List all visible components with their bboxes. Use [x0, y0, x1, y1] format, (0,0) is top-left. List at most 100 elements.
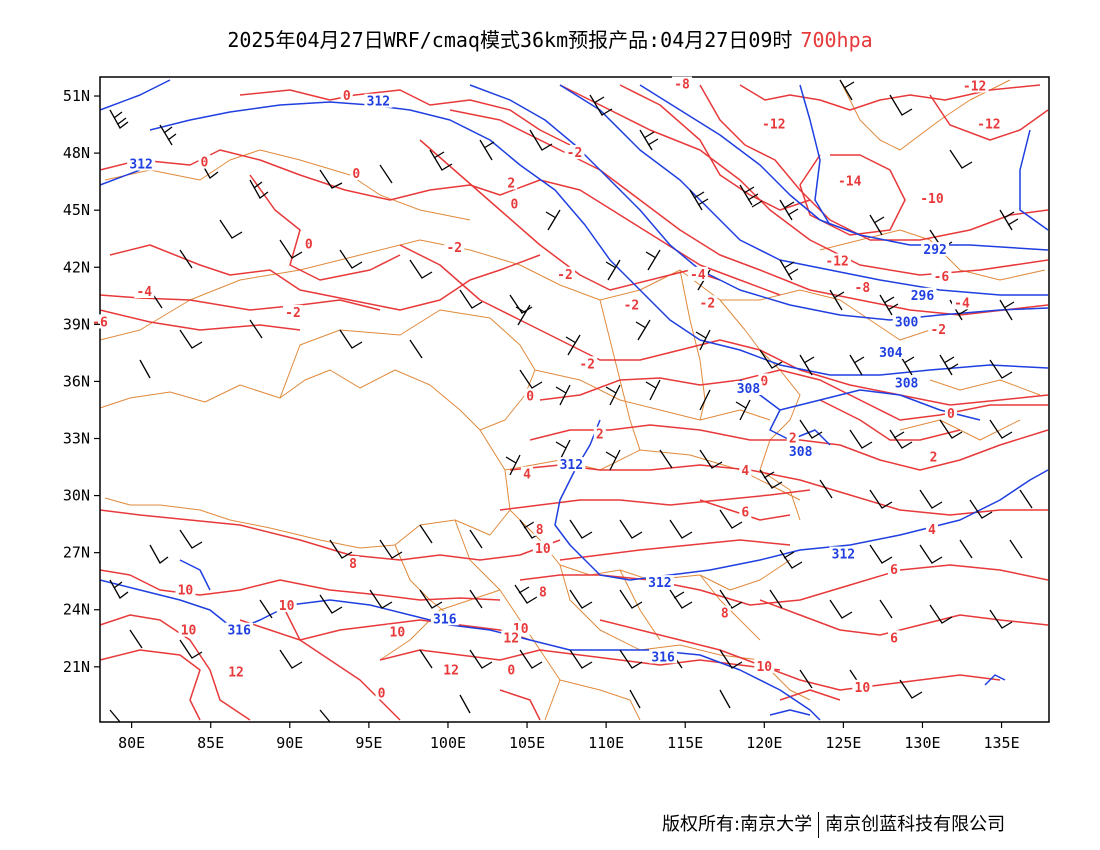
y-tick-label: 51N: [63, 87, 90, 105]
isotherm-label-bg: [505, 175, 518, 190]
isotherm-label-bg: [175, 582, 196, 597]
y-tick-label: 30N: [63, 487, 90, 505]
y-tick-label: 48N: [63, 144, 90, 162]
isotherm-label-bg: [759, 116, 788, 131]
isotherm-label-bg: [524, 388, 537, 403]
isotherm-label: 6: [741, 506, 749, 521]
y-tick-label: 45N: [63, 201, 90, 219]
isotherm-label-bg: [974, 116, 1003, 131]
isotherm-label-bg: [444, 240, 465, 255]
isotherm-label: 0: [305, 237, 313, 252]
isotherm-label-bg: [533, 521, 546, 536]
isotherm-label: 0: [343, 89, 351, 104]
isotherm-label-bg: [786, 430, 799, 445]
height-label: 300: [895, 315, 919, 330]
isotherm-label-bg: [697, 295, 718, 310]
isotherm-label: 0: [510, 197, 518, 212]
height-label-bg: [876, 344, 905, 359]
isotherm-label: -2: [285, 306, 301, 321]
height-label-bg: [892, 314, 921, 329]
isotherm-label: -10: [920, 192, 944, 207]
isotherm-label-bg: [577, 356, 598, 371]
isotherm-label-bg: [887, 630, 900, 645]
isotherm-label-bg: [555, 266, 576, 281]
isotherm-label-bg: [536, 584, 549, 599]
isotherm-label-bg: [282, 304, 303, 319]
isotherm-label-bg: [441, 662, 462, 677]
copyright-footer: 版权所有:南京大学 南京创蓝科技有限公司: [662, 810, 1005, 838]
isotherm-label: 4: [523, 468, 531, 483]
y-tick-label: 36N: [63, 372, 90, 390]
isotherm-label-bg: [508, 196, 521, 211]
isotherm-label: 8: [539, 586, 547, 601]
isotherm-label-bg: [387, 624, 408, 639]
isotherm-label-bg: [952, 295, 973, 310]
isotherm-label-bg: [521, 466, 534, 481]
isotherm-label: 2: [789, 432, 797, 447]
y-tick-label: 39N: [63, 315, 90, 333]
isotherm-label: -2: [624, 298, 640, 313]
isotherm-label: -12: [762, 118, 785, 133]
isotherm-label: -2: [567, 146, 583, 161]
x-tick-label: 130E: [904, 734, 940, 752]
isotherm-label-bg: [621, 297, 642, 312]
x-tick-label: 120E: [746, 734, 782, 752]
isotherm-label: 0: [352, 167, 360, 182]
height-labels: 312 312 292 296 300 304 308 308 308 312 312 312 316 3…: [127, 93, 950, 665]
y-axis: 51N 48N 45N 42N 39N 36N 33N 30N 27N 24N 21N: [63, 87, 100, 676]
isotherm-label: -14: [838, 175, 862, 190]
isotherm-label-bg: [718, 605, 731, 620]
height-label: 316: [651, 650, 675, 665]
isotherm-label: 8: [721, 607, 729, 622]
height-label: 296: [911, 289, 935, 304]
isotherm-label: 0: [378, 686, 386, 701]
x-tick-label: 90E: [276, 734, 303, 752]
height-label: 316: [227, 624, 251, 639]
height-label: 312: [129, 158, 152, 173]
y-tick-label: 42N: [63, 258, 90, 276]
height-label-bg: [430, 611, 459, 626]
height-label: 292: [923, 243, 946, 258]
x-tick-label: 125E: [825, 734, 861, 752]
isotherm-label-bg: [917, 190, 946, 205]
isotherm-label: 6: [890, 563, 898, 578]
isotherm-label: -8: [674, 78, 690, 93]
isotherm-label: -8: [855, 281, 871, 296]
height-label: 316: [433, 612, 457, 627]
isotherm-label-bg: [198, 154, 211, 169]
isotherm-label-bg: [350, 166, 363, 181]
isotherm-label: 0: [947, 407, 955, 422]
y-tick-label: 21N: [63, 658, 90, 676]
isotherm-label: 12: [228, 666, 244, 681]
isotherm-label-bg: [823, 253, 852, 268]
isotherm-label: -12: [977, 118, 1000, 133]
isotherm-label-bg: [347, 556, 360, 571]
isotherm-label-bg: [944, 405, 957, 420]
isotherm-label: 2: [507, 177, 515, 192]
isotherm-label: 10: [279, 599, 295, 614]
height-label: 304: [879, 346, 903, 361]
height-label-bg: [908, 287, 937, 302]
isotherm-label: 10: [535, 542, 551, 557]
isotherm-label-bg: [925, 521, 938, 536]
isotherm-label: -2: [930, 323, 946, 338]
isotherm-label-bg: [276, 597, 297, 612]
isotherm-label: 6: [890, 631, 898, 646]
copyright-holder: 版权所有:南京大学: [662, 814, 813, 835]
x-tick-label: 135E: [983, 734, 1019, 752]
isotherm-label: 10: [178, 584, 194, 599]
isotherm-label-bg: [505, 662, 518, 677]
isotherm-label-bg: [887, 561, 900, 576]
isotherm-label-bg: [501, 630, 522, 645]
isotherm-label: 0: [507, 664, 515, 679]
height-label-bg: [829, 546, 858, 561]
title-level: 700hpa: [800, 28, 873, 52]
plot-frame: [99, 76, 1050, 723]
isotherm-label-bg: [739, 504, 752, 519]
isotherm-label-bg: [178, 622, 199, 637]
height-label: 308: [789, 445, 813, 460]
isotherm-label-bg: [340, 88, 353, 103]
title-main: 2025年04月27日WRF/cmaq模式36km预报产品:04月27日09时: [227, 28, 793, 52]
y-tick-label: 33N: [63, 430, 90, 448]
isotherm-label-bg: [672, 76, 693, 91]
